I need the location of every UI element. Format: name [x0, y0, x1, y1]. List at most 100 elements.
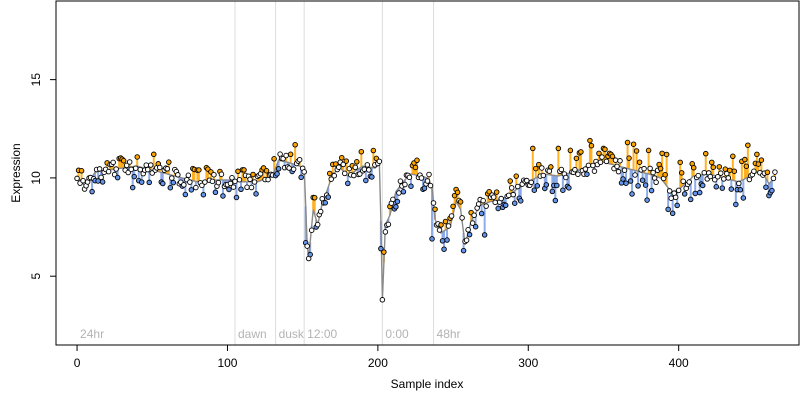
data-point: [563, 174, 569, 181]
data-point: [229, 175, 235, 181]
data-point: [498, 195, 504, 202]
data-point: [505, 192, 512, 199]
data-point: [137, 166, 143, 173]
x-tick-label: 200: [368, 356, 388, 370]
data-point: [639, 177, 646, 183]
data-point: [394, 198, 401, 205]
data-point: [199, 182, 205, 189]
data-point: [132, 165, 139, 171]
data-point: [627, 178, 634, 184]
data-point: [548, 164, 554, 170]
data-point: [718, 170, 724, 176]
data-point: [674, 202, 680, 209]
data-point: [358, 148, 365, 155]
data-point: [444, 237, 450, 243]
data-point: [666, 188, 673, 194]
data-point: [530, 145, 536, 152]
data-point: [354, 159, 360, 165]
data-point: [143, 162, 149, 168]
data-point: [167, 184, 174, 191]
data-point: [647, 165, 653, 172]
data-point: [120, 157, 127, 164]
section-label: dawn: [238, 327, 267, 341]
data-point: [202, 179, 208, 185]
data-point: [672, 194, 679, 201]
data-point: [442, 218, 449, 225]
data-point: [230, 184, 237, 190]
data-point: [728, 186, 735, 192]
data-point: [114, 174, 121, 181]
data-point: [439, 238, 446, 244]
data-point: [657, 165, 664, 172]
data-point: [772, 169, 778, 175]
data-point: [296, 156, 303, 163]
data-point: [510, 191, 516, 198]
data-point: [582, 166, 589, 172]
data-point: [620, 176, 626, 182]
data-point: [480, 197, 486, 204]
data-point: [617, 158, 623, 164]
data-point: [478, 210, 485, 217]
data-point: [543, 182, 550, 188]
data-point: [408, 183, 414, 189]
data-point: [233, 194, 240, 201]
data-point: [215, 179, 222, 186]
data-point: [599, 154, 605, 160]
data-point: [340, 161, 347, 168]
data-point: [665, 206, 671, 213]
data-point: [129, 184, 136, 191]
data-point: [339, 154, 345, 161]
data-point: [126, 159, 133, 165]
data-point: [247, 176, 253, 183]
data-point: [250, 171, 256, 178]
data-point: [430, 200, 437, 206]
data-point: [328, 176, 334, 182]
data-point: [175, 172, 181, 178]
data-point: [742, 156, 748, 163]
data-point: [336, 164, 342, 170]
data-point: [692, 190, 698, 197]
data-point: [615, 168, 622, 175]
data-point: [736, 180, 742, 187]
data-point: [185, 172, 192, 179]
data-point: [220, 193, 226, 199]
data-point: [626, 155, 632, 161]
data-point: [438, 222, 444, 228]
data-point: [731, 168, 738, 174]
data-point: [603, 158, 610, 165]
data-point: [188, 187, 195, 193]
data-point: [511, 200, 518, 206]
data-point: [123, 162, 130, 169]
data-point: [567, 147, 574, 154]
data-point: [737, 187, 744, 193]
data-point: [596, 150, 602, 157]
data-point: [690, 164, 697, 171]
data-point: [642, 182, 649, 188]
data-point: [169, 175, 175, 181]
data-point: [678, 170, 685, 176]
data-point: [429, 236, 435, 242]
data-point: [727, 167, 733, 174]
section-label: dusk: [279, 327, 305, 341]
data-point: [702, 150, 709, 157]
data-point: [560, 187, 566, 193]
data-point: [160, 180, 166, 187]
data-point: [402, 181, 408, 188]
data-point: [317, 208, 324, 215]
data-point: [209, 178, 216, 185]
data-points: [74, 137, 778, 303]
data-point: [113, 166, 119, 172]
data-point: [650, 169, 656, 176]
data-point: [495, 205, 501, 212]
x-axis-label: Sample index: [391, 377, 464, 391]
data-point: [733, 201, 739, 208]
data-point: [769, 187, 775, 194]
data-point: [397, 178, 404, 184]
data-point: [751, 168, 757, 175]
data-point: [311, 194, 318, 201]
data-point: [450, 203, 456, 210]
data-point: [573, 155, 580, 162]
data-point: [584, 171, 590, 177]
data-point: [677, 159, 683, 166]
data-point: [758, 157, 765, 163]
